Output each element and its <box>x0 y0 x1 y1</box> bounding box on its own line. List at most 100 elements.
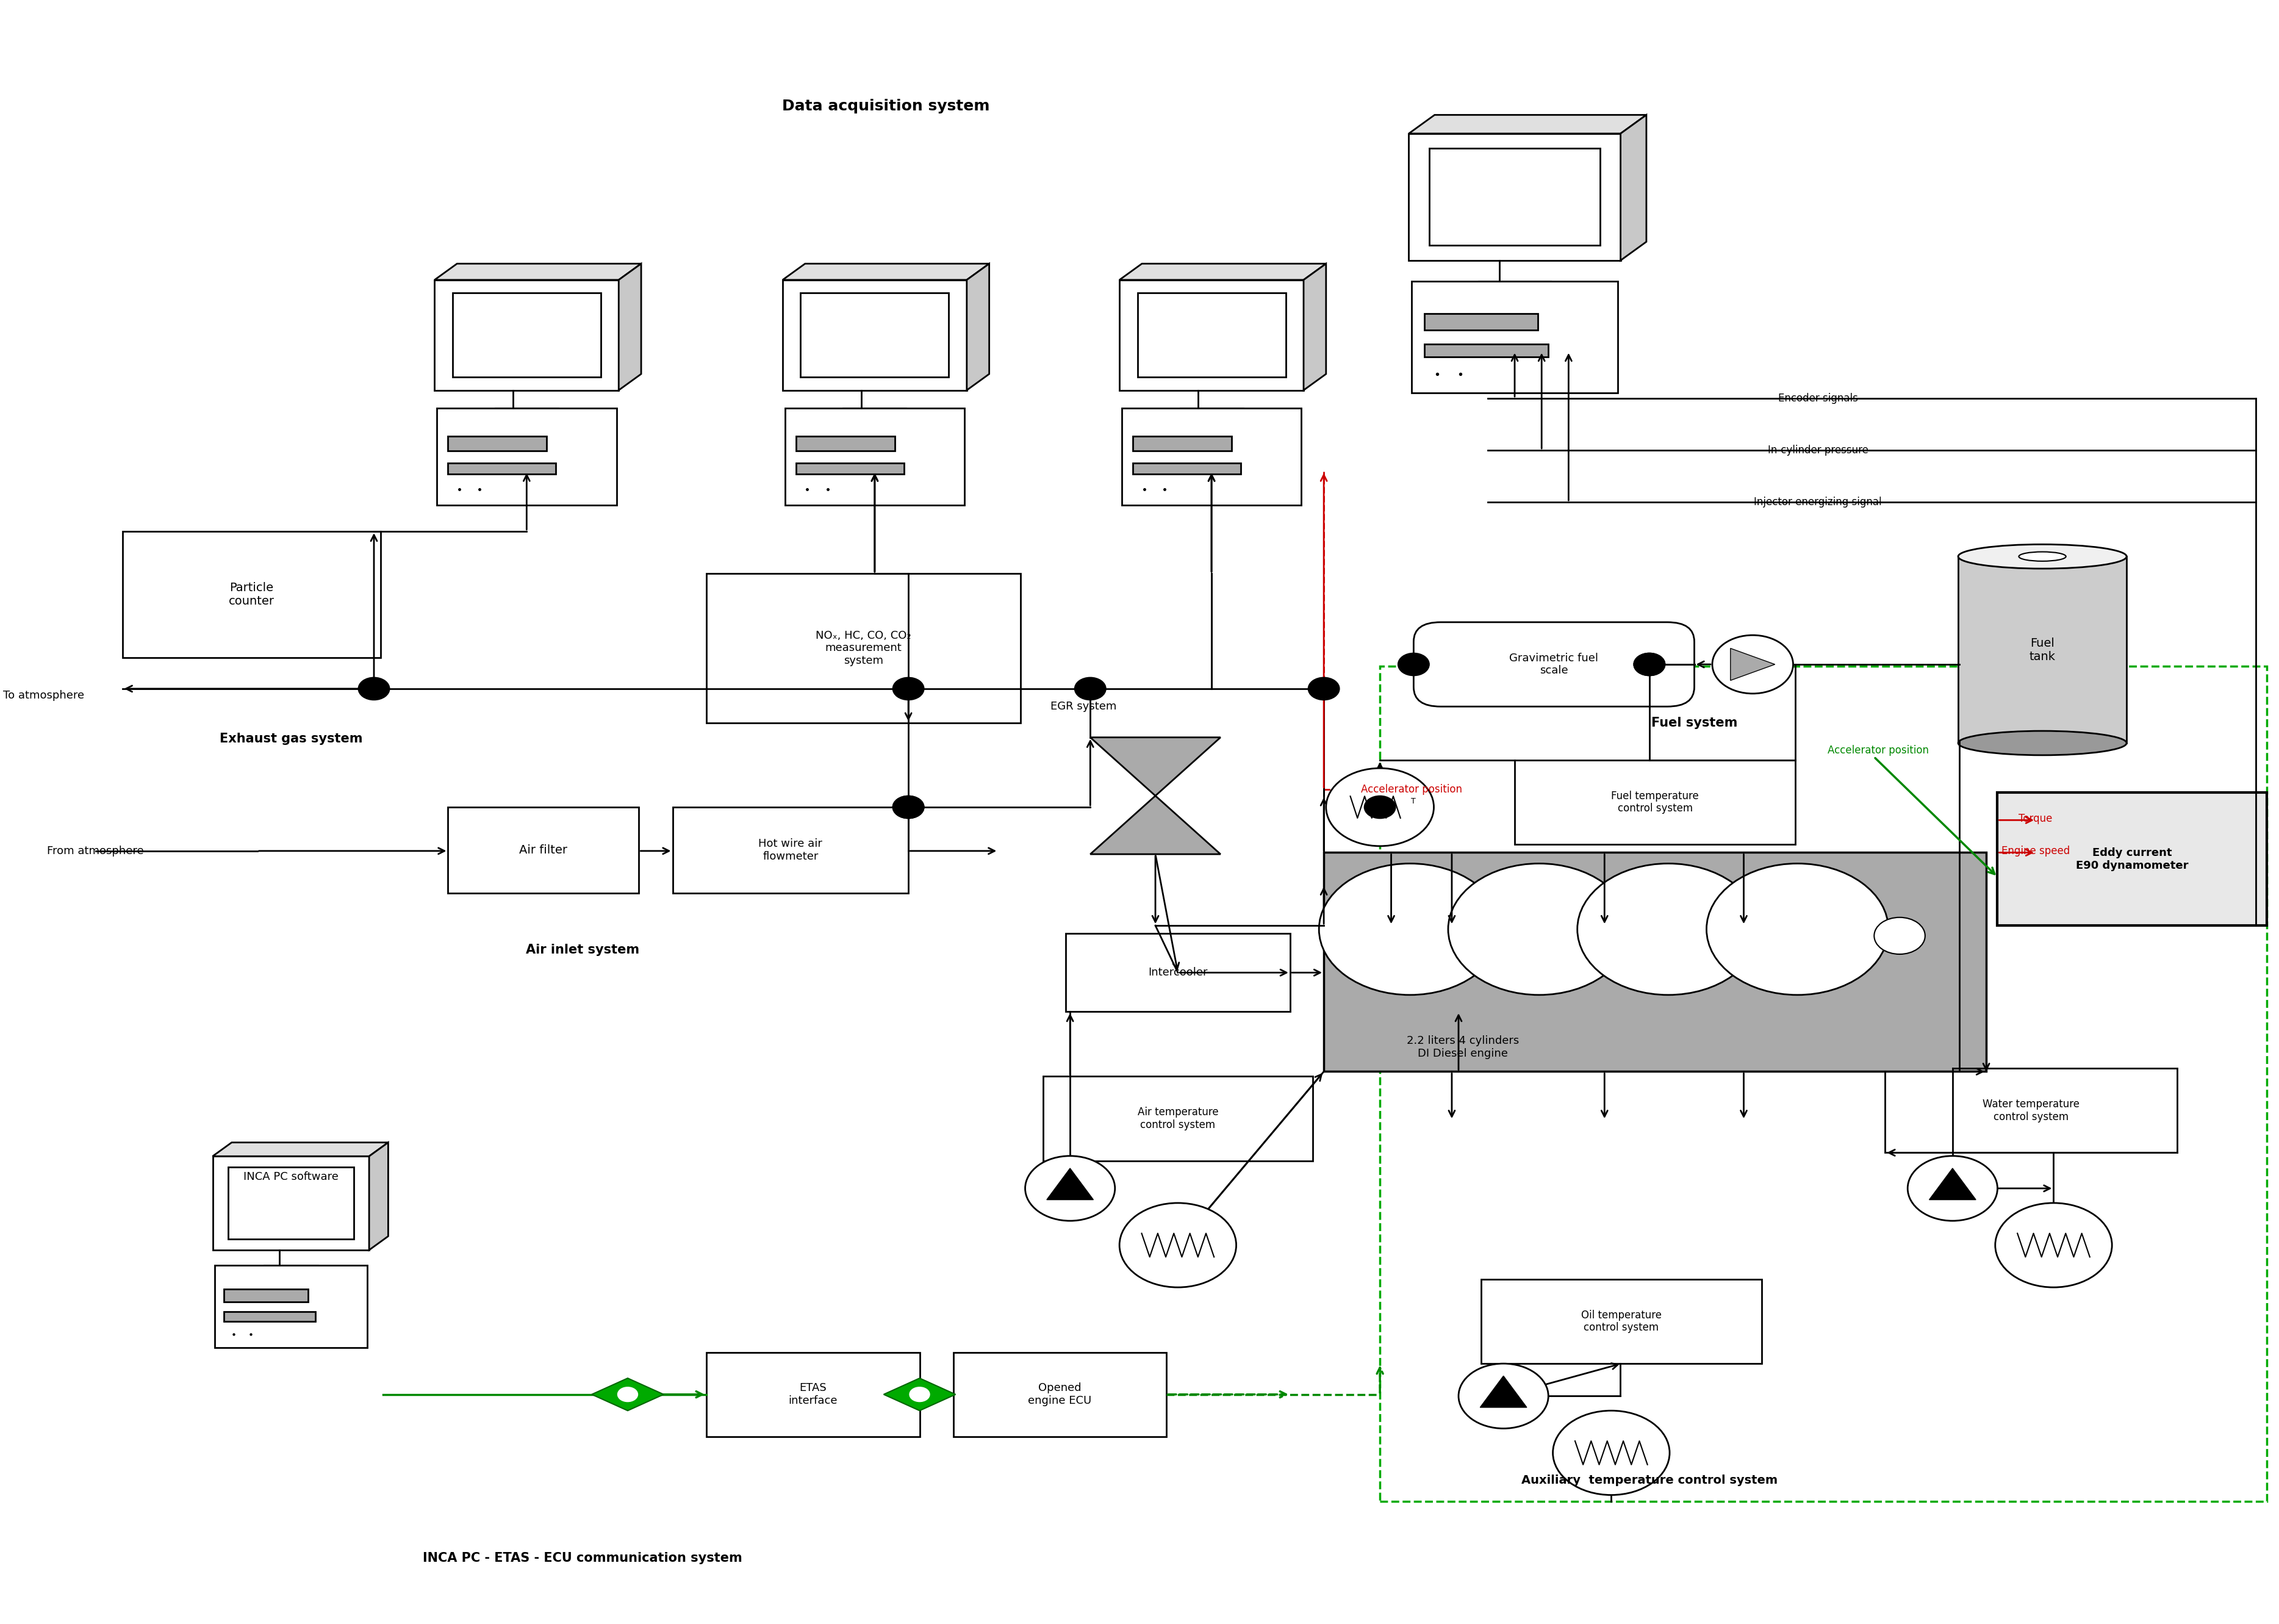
Circle shape <box>618 1387 638 1402</box>
Bar <box>454 292 602 377</box>
Bar <box>1119 279 1304 390</box>
Bar <box>449 463 556 474</box>
Circle shape <box>1397 653 1429 676</box>
Bar <box>1996 793 2268 926</box>
Text: From atmosphere: From atmosphere <box>48 846 144 856</box>
Text: Fuel temperature
control system: Fuel temperature control system <box>1611 791 1698 814</box>
Bar <box>706 573 1021 723</box>
Circle shape <box>1365 796 1395 818</box>
Circle shape <box>1459 1364 1547 1429</box>
Bar <box>1424 313 1538 330</box>
Text: In-cylinder pressure: In-cylinder pressure <box>1769 445 1869 456</box>
Polygon shape <box>618 263 640 390</box>
Circle shape <box>1908 1156 1996 1221</box>
Bar <box>800 292 948 377</box>
Text: Air inlet system: Air inlet system <box>526 944 640 957</box>
Text: Opened
engine ECU: Opened engine ECU <box>1028 1382 1092 1406</box>
Bar <box>223 1289 308 1301</box>
Polygon shape <box>1089 737 1222 796</box>
Bar <box>1408 133 1620 260</box>
Text: Intercooler: Intercooler <box>1149 968 1208 978</box>
Polygon shape <box>593 1379 663 1411</box>
Circle shape <box>1634 653 1666 676</box>
Polygon shape <box>1620 115 1645 260</box>
Circle shape <box>1119 1203 1235 1288</box>
Bar <box>1044 1077 1313 1161</box>
Ellipse shape <box>1958 544 2126 568</box>
Text: Accelerator position: Accelerator position <box>1361 784 1463 794</box>
Ellipse shape <box>2019 552 2067 562</box>
Text: EGR system: EGR system <box>1051 702 1117 711</box>
Polygon shape <box>212 1142 387 1156</box>
Bar <box>1429 148 1600 245</box>
Circle shape <box>1326 768 1433 846</box>
Polygon shape <box>1730 648 1775 680</box>
Bar <box>1958 557 2126 744</box>
Bar <box>438 408 615 505</box>
Circle shape <box>1873 918 1926 955</box>
Text: Auxiliary  temperature control system: Auxiliary temperature control system <box>1522 1475 1778 1486</box>
Bar <box>784 408 964 505</box>
Text: Particle
counter: Particle counter <box>228 581 273 607</box>
Text: To atmosphere: To atmosphere <box>2 690 84 700</box>
Text: Water temperature
control system: Water temperature control system <box>1983 1099 2081 1122</box>
Bar <box>212 1156 369 1250</box>
Text: Data acquisition system: Data acquisition system <box>782 99 989 114</box>
Text: Fuel
tank: Fuel tank <box>2028 637 2056 663</box>
Bar <box>1885 1069 2176 1153</box>
Bar <box>1324 853 1987 1072</box>
Circle shape <box>1552 1411 1671 1496</box>
Polygon shape <box>782 263 989 279</box>
Bar <box>1137 292 1285 377</box>
Bar <box>214 1265 367 1348</box>
Bar <box>123 531 381 658</box>
Bar <box>435 279 618 390</box>
Polygon shape <box>884 1379 955 1411</box>
Circle shape <box>1447 864 1629 996</box>
Text: Oil temperature
control system: Oil temperature control system <box>1582 1309 1661 1333</box>
Circle shape <box>909 1387 930 1402</box>
Ellipse shape <box>1958 731 2126 755</box>
FancyBboxPatch shape <box>1413 622 1693 706</box>
Circle shape <box>1026 1156 1114 1221</box>
Text: Air temperature
control system: Air temperature control system <box>1137 1108 1219 1130</box>
Circle shape <box>1634 653 1666 676</box>
Circle shape <box>1577 864 1759 996</box>
Bar <box>223 1312 317 1322</box>
Bar <box>672 807 909 893</box>
Bar <box>228 1168 353 1239</box>
Text: INCA PC - ETAS - ECU communication system: INCA PC - ETAS - ECU communication syste… <box>424 1553 743 1564</box>
Bar <box>1424 344 1547 357</box>
Text: Eddy current
E90 dynamometer: Eddy current E90 dynamometer <box>2076 848 2188 870</box>
Bar <box>1411 281 1618 393</box>
Polygon shape <box>1089 796 1222 854</box>
Circle shape <box>1308 677 1340 700</box>
Bar <box>1381 666 2268 1502</box>
Text: ETAS
interface: ETAS interface <box>789 1382 836 1406</box>
Polygon shape <box>1408 115 1645 133</box>
Circle shape <box>1707 864 1889 996</box>
Text: Gravimetric fuel
scale: Gravimetric fuel scale <box>1509 653 1598 676</box>
Bar <box>795 463 905 474</box>
Polygon shape <box>1479 1376 1527 1408</box>
Text: 2.2 liters 4 cylinders
DI Diesel engine: 2.2 liters 4 cylinders DI Diesel engine <box>1406 1036 1520 1059</box>
Bar <box>449 437 547 451</box>
Polygon shape <box>1119 263 1326 279</box>
Text: Hot wire air
flowmeter: Hot wire air flowmeter <box>759 838 823 862</box>
Text: Engine speed: Engine speed <box>2001 846 2069 856</box>
Bar <box>1133 463 1240 474</box>
Circle shape <box>893 677 923 700</box>
Text: Injector energizing signal: Injector energizing signal <box>1755 497 1882 508</box>
Polygon shape <box>435 263 640 279</box>
Text: Encoder signals: Encoder signals <box>1778 393 1857 404</box>
Text: Air filter: Air filter <box>520 844 567 856</box>
Circle shape <box>1994 1203 2113 1288</box>
Polygon shape <box>1304 263 1326 390</box>
Bar <box>782 279 966 390</box>
Text: INCA PC software: INCA PC software <box>244 1171 337 1182</box>
Bar <box>795 437 896 451</box>
Bar <box>1516 760 1796 844</box>
Bar <box>953 1353 1167 1437</box>
Polygon shape <box>1930 1168 1976 1200</box>
Text: Accelerator position: Accelerator position <box>1828 745 1928 755</box>
